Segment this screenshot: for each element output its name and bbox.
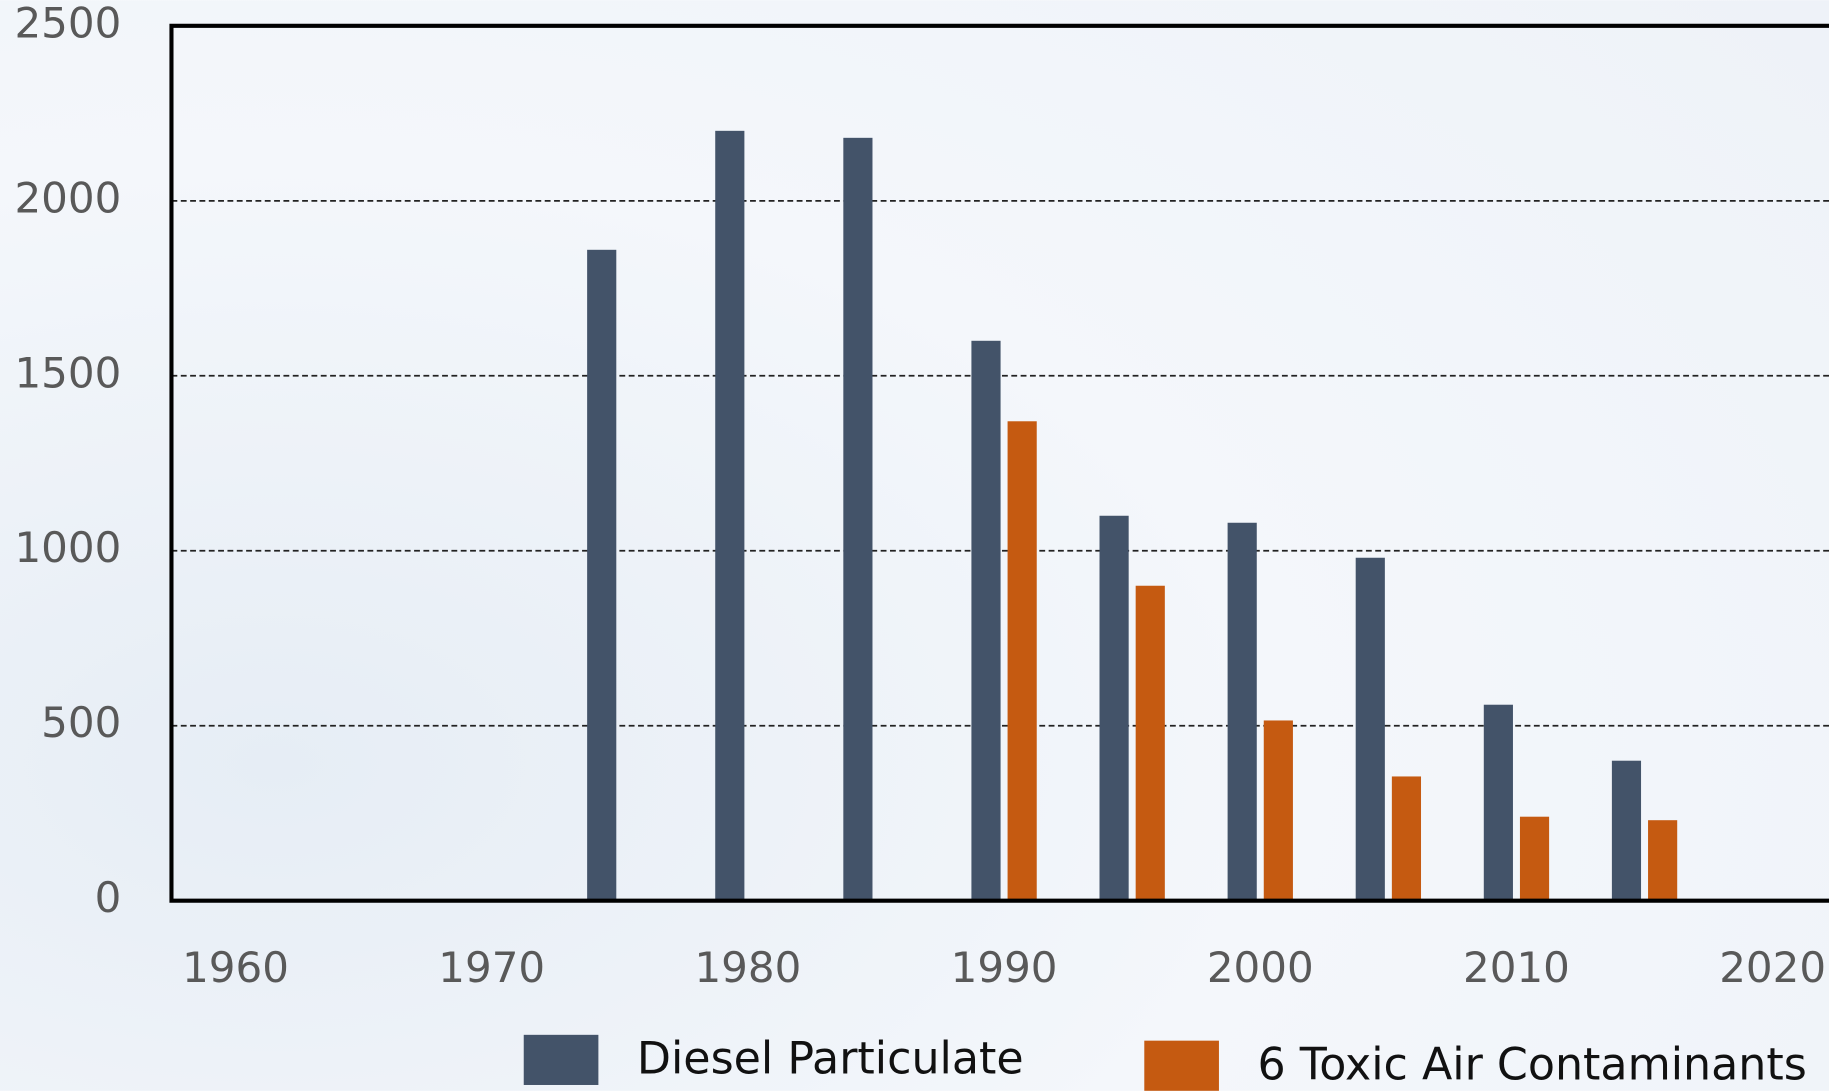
x-tick-label: 2020	[1719, 943, 1826, 992]
y-tick-label: 2500	[14, 0, 121, 47]
bar	[1263, 720, 1293, 901]
x-tick-label: 1980	[694, 943, 801, 992]
bar	[1099, 515, 1129, 901]
bar	[843, 137, 873, 901]
y-tick-label: 1500	[14, 348, 121, 397]
bar	[1611, 760, 1642, 901]
bar	[587, 249, 617, 901]
bar	[971, 340, 1001, 901]
legend-label: Diesel Particulate	[637, 1034, 1024, 1085]
bar	[1483, 704, 1513, 901]
legend-label: 6 Toxic Air Contaminants	[1257, 1039, 1806, 1090]
bar	[1519, 816, 1550, 901]
legend-swatch	[523, 1034, 599, 1085]
x-tick-label: 1960	[182, 943, 289, 992]
bar	[1227, 522, 1257, 901]
y-tick-label: 1000	[14, 523, 121, 572]
bar	[1135, 585, 1165, 901]
y-tick-label: 2000	[14, 173, 121, 222]
bar	[1648, 820, 1678, 901]
bar	[1007, 421, 1037, 901]
x-tick-label: 2000	[1207, 943, 1314, 992]
bar	[1355, 557, 1385, 901]
x-tick-label: 1990	[951, 943, 1058, 992]
bar	[715, 130, 745, 901]
x-tick-label: 2010	[1463, 943, 1570, 992]
axis-frame	[169, 23, 1829, 903]
x-tick-label: 1970	[438, 943, 545, 992]
legend-swatch	[1144, 1040, 1219, 1091]
bar	[1391, 776, 1422, 901]
y-tick-label: 0	[95, 873, 122, 922]
y-tick-label: 500	[41, 698, 121, 747]
